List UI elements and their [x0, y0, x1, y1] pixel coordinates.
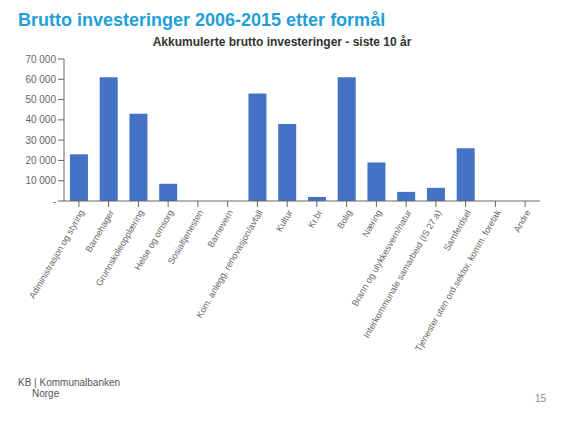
svg-text:Administrasjon og styring: Administrasjon og styring	[27, 208, 86, 300]
svg-text:-: -	[53, 196, 56, 207]
svg-text:Interkommunale samarbeid (IS 2: Interkommunale samarbeid (IS 27.a)	[361, 208, 444, 340]
html-text:15: 15	[534, 393, 546, 404]
svg-text:Næring: Næring	[360, 208, 383, 239]
svg-text:Helse og omsorg: Helse og omsorg	[132, 208, 176, 273]
svg-text:20 000: 20 000	[25, 155, 56, 166]
svg-text:Samferdsel: Samferdsel	[441, 208, 472, 252]
html-text:KB | Kommunalbanken: KB | Kommunalbanken	[18, 377, 121, 388]
svg-text:Kultur: Kultur	[274, 208, 294, 233]
svg-text:Bolig: Bolig	[335, 208, 354, 230]
svg-text:30 000: 30 000	[25, 135, 56, 146]
html-text:Brutto investeringer 2006-2015: Brutto investeringer 2006-2015 etter for…	[18, 10, 386, 30]
html-text:Norge: Norge	[32, 388, 60, 399]
svg-text:Sosialtjenesten: Sosialtjenesten	[166, 208, 205, 266]
svg-text:70 000: 70 000	[25, 54, 56, 65]
svg-text:50 000: 50 000	[25, 94, 56, 105]
svg-text:60 000: 60 000	[25, 74, 56, 85]
svg-text:40 000: 40 000	[25, 114, 56, 125]
svg-text:Tjenester uten ord.sektor, kom: Tjenester uten ord.sektor, komm. foretak	[413, 208, 503, 353]
svg-text:Kom. anlegg, renovasjon/avfall: Kom. anlegg, renovasjon/avfall	[194, 208, 264, 320]
svg-text:Brann og ulykkesvern/natur: Brann og ulykkesvern/natur	[350, 208, 413, 308]
svg-text:Grunnskoleopplæring: Grunnskoleopplæring	[94, 208, 146, 288]
svg-text:Barnevern: Barnevern	[205, 208, 234, 249]
html-text:Akkumulerte brutto investering: Akkumulerte brutto investeringer - siste…	[152, 35, 412, 49]
svg-text:Kr.br: Kr.br	[306, 208, 324, 229]
svg-text:Andre: Andre	[512, 208, 533, 234]
svg-text:Barnehager: Barnehager	[84, 208, 116, 254]
svg-text:10 000: 10 000	[25, 175, 56, 186]
